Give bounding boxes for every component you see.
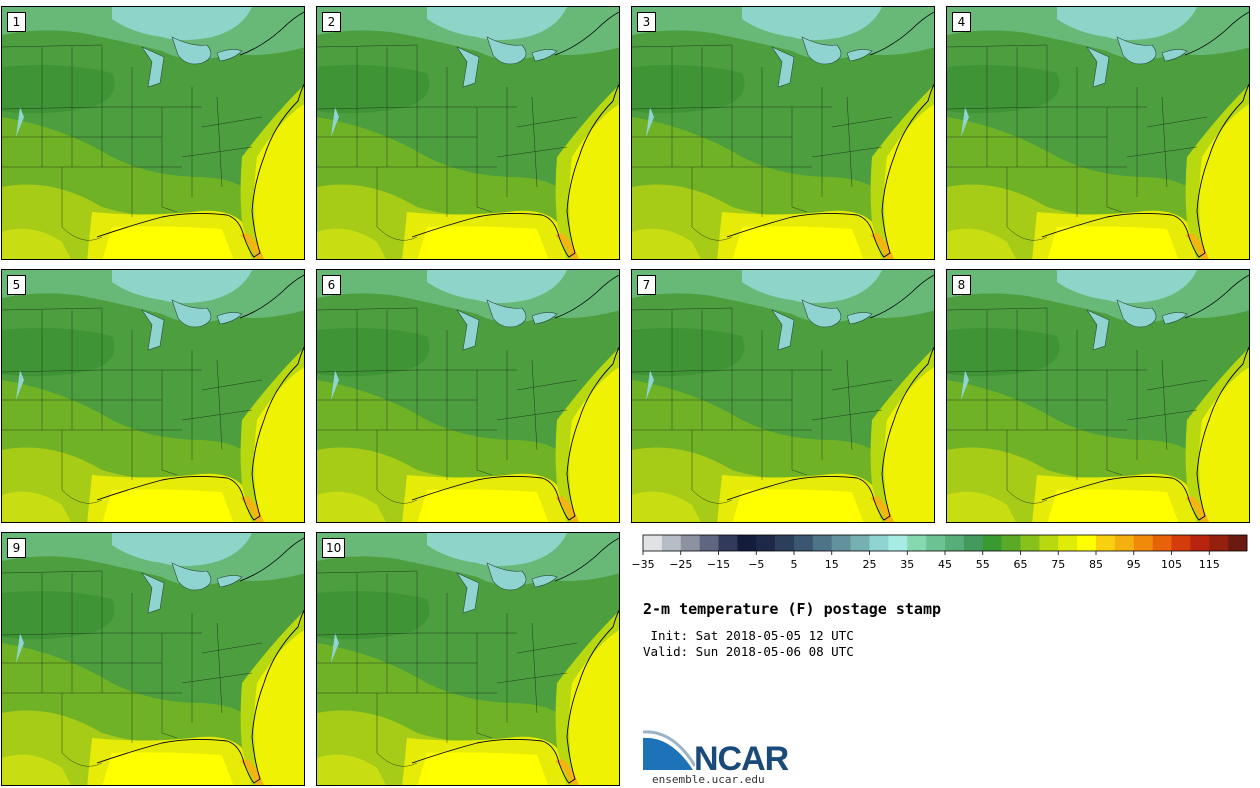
colorbar-swatch [1096,535,1116,551]
member-number-label: 1 [7,12,26,32]
temperature-map [317,533,619,785]
temperature-map [947,270,1249,522]
colorbar-tick-label: −15 [706,558,731,571]
colorbar-swatch [907,535,927,551]
colorbar-swatch [888,535,908,551]
member-panel-4: 4 [946,6,1250,260]
colorbar-tick-label: 45 [938,558,952,571]
temperature-map [2,7,304,259]
temperature-map [317,270,619,522]
colorbar-tick-label: −35 [631,558,655,571]
colorbar-swatch [643,535,663,551]
colorbar-tick-label: 85 [1089,558,1103,571]
member-panel-5: 5 [1,269,305,523]
colorbar-swatch [1209,535,1229,551]
colorbar-tick-label: 65 [1013,558,1028,571]
temperature-map [2,270,304,522]
member-number-label: 2 [322,12,341,32]
colorbar-swatch [1152,535,1172,551]
colorbar-swatch [756,535,776,551]
colorbar-swatch [1020,535,1040,551]
colorbar-swatch [982,535,1002,551]
colorbar-swatch [661,535,682,551]
colorbar-swatch [699,535,719,551]
member-number-label: 4 [952,12,971,32]
colorbar-swatch [794,535,814,551]
colorbar-tick-label: −25 [669,558,693,571]
colorbar-tick-label: −5 [748,558,765,571]
colorbar-swatch [1077,535,1097,551]
member-panel-9: 9 [1,532,305,786]
member-number-label: 3 [637,12,656,32]
colorbar-swatch [737,535,757,551]
colorbar-swatch [1001,535,1021,551]
member-number-label: 10 [322,538,346,558]
ncar-logo-text: NCAR [694,740,789,778]
colorbar-swatch [831,535,851,551]
member-panel-7: 7 [631,269,935,523]
colorbar-swatch [1114,535,1135,551]
member-number-label: 7 [637,275,656,295]
member-panel-6: 6 [316,269,620,523]
colorbar-tick-label: 25 [862,558,877,571]
colorbar-swatch [945,535,965,551]
colorbar-tick-label: 35 [900,558,915,571]
member-panel-8: 8 [946,269,1250,523]
colorbar-swatch [775,535,795,551]
temperature-map [947,7,1249,259]
temperature-map [632,270,934,522]
member-panel-10: 10 [316,532,620,786]
member-number-label: 9 [7,538,26,558]
colorbar-tick-label: 15 [824,558,839,571]
colorbar-swatch [1190,535,1210,551]
colorbar-swatch [869,535,889,551]
ncar-logo-icon [643,730,695,770]
temperature-colorbar [642,534,1248,555]
colorbar-swatch [963,535,984,551]
site-url: ensemble.ucar.edu [652,773,765,786]
init-time: Init: Sat 2018-05-05 12 UTC [643,628,854,643]
colorbar-swatch [1133,535,1153,551]
colorbar-tick-label: 115 [1198,558,1220,571]
colorbar-swatch [718,535,738,551]
colorbar-swatch [926,535,946,551]
valid-time: Valid: Sun 2018-05-06 08 UTC [643,644,854,659]
member-number-label: 8 [952,275,971,295]
member-panel-1: 1 [1,6,305,260]
colorbar-swatch [812,535,833,551]
colorbar-tick-label: 5 [790,558,798,571]
colorbar-swatch [1058,535,1078,551]
member-number-label: 5 [7,275,26,295]
colorbar-swatch [850,535,870,551]
temperature-map [2,533,304,785]
colorbar-tick-label: 55 [975,558,990,571]
colorbar-tick-label: 95 [1126,558,1141,571]
colorbar-swatch [680,535,700,551]
member-panel-2: 2 [316,6,620,260]
colorbar-swatch [1171,535,1191,551]
figure-title: 2-m temperature (F) postage stamp [643,600,942,618]
colorbar-tick-label: 105 [1161,558,1182,571]
colorbar-tick-label: 75 [1051,558,1066,571]
temperature-map [632,7,934,259]
member-number-label: 6 [322,275,341,295]
colorbar-swatch [1039,535,1059,551]
member-panel-3: 3 [631,6,935,260]
temperature-map [317,7,619,259]
colorbar-swatch [1228,535,1248,551]
